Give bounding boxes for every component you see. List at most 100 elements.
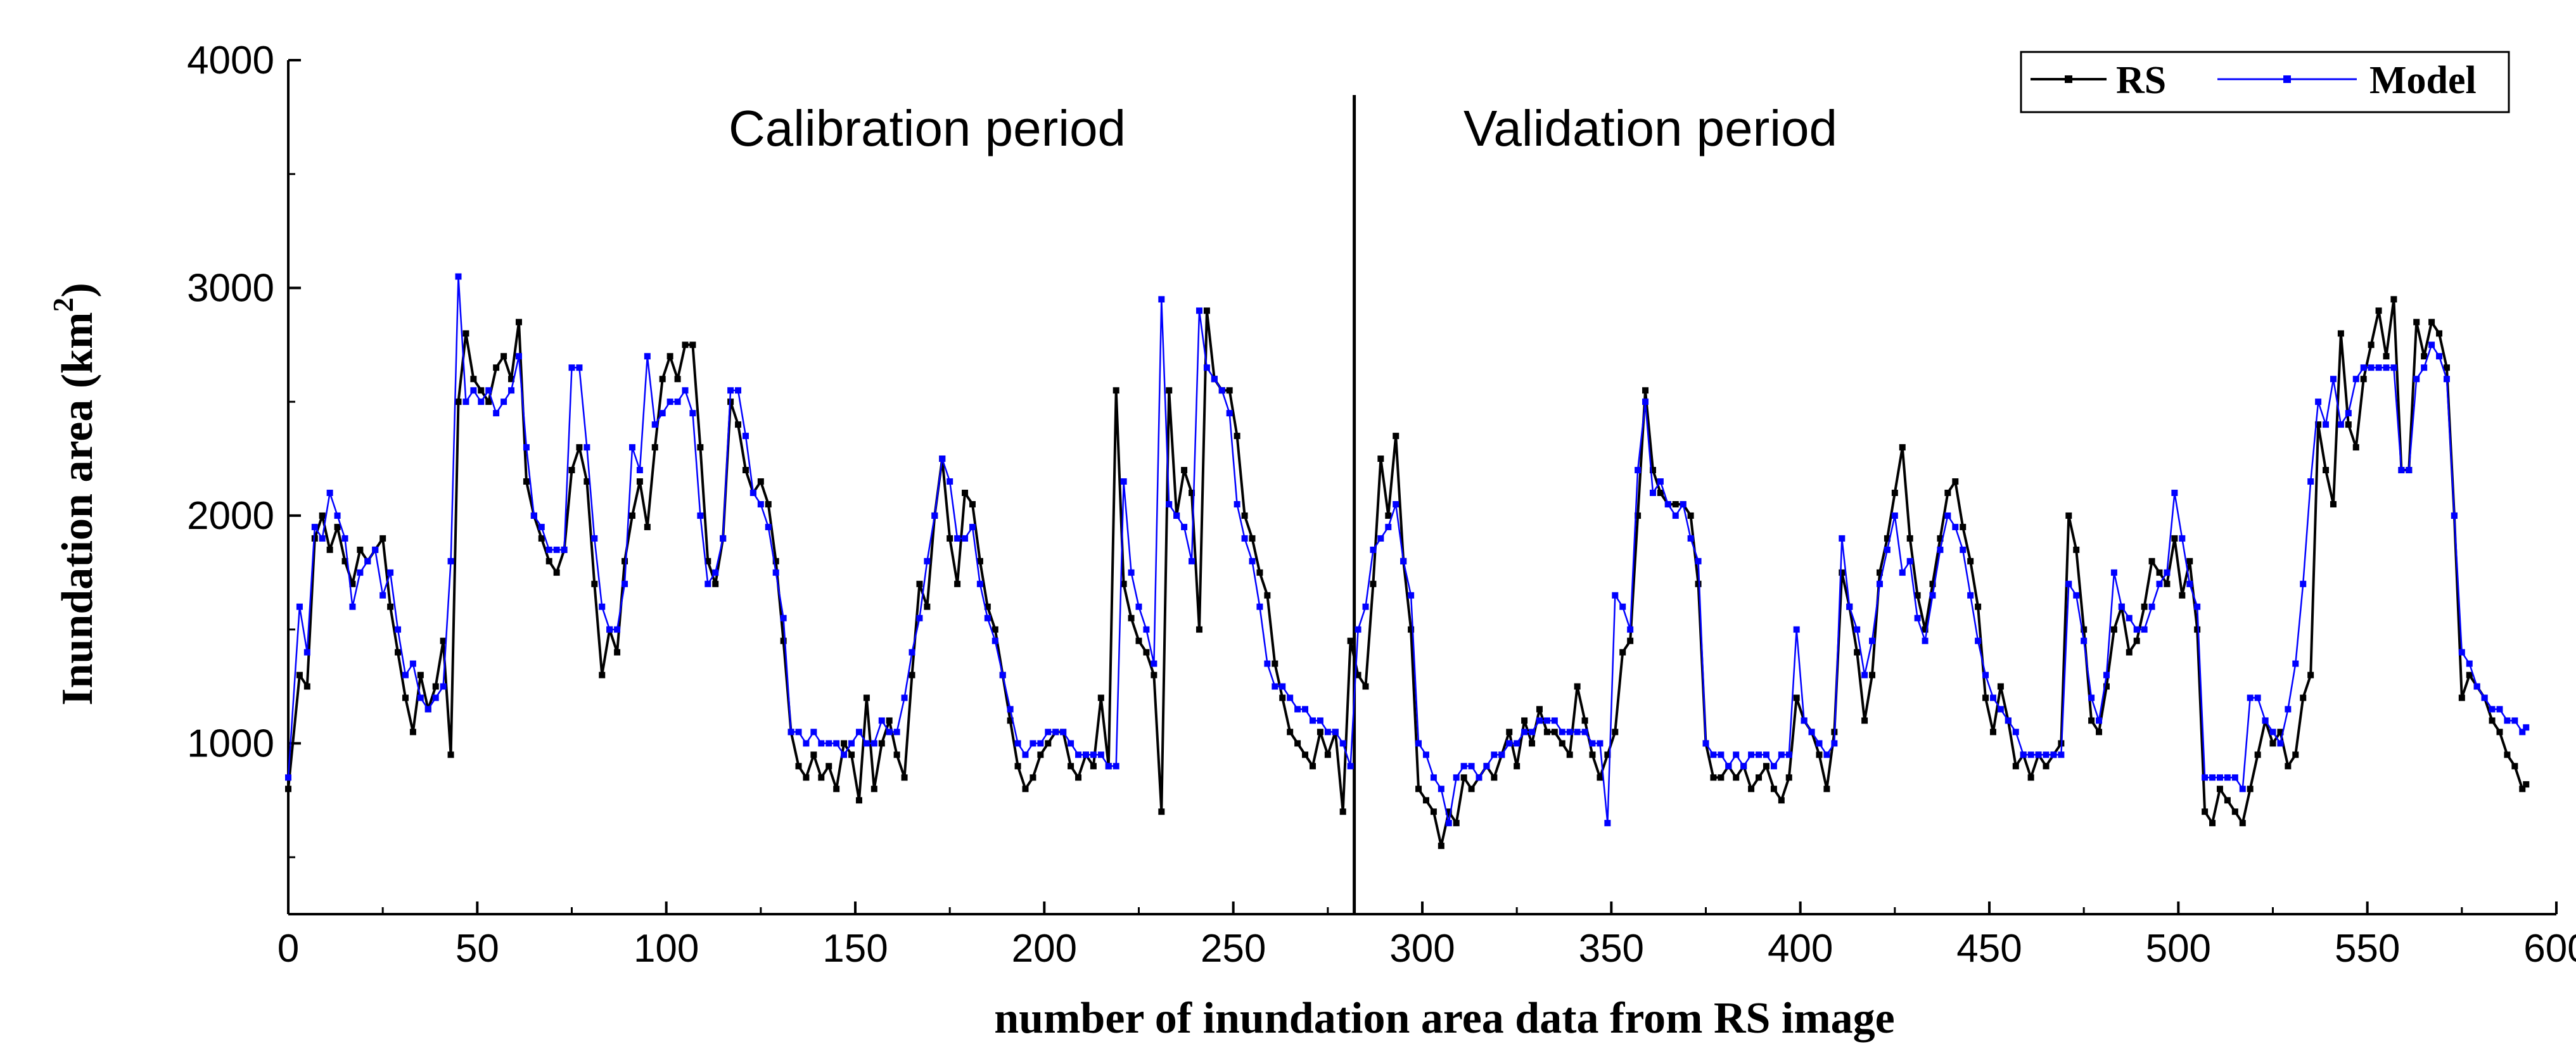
data-point-rs bbox=[1113, 387, 1119, 394]
data-point-rs bbox=[622, 557, 628, 564]
data-point-rs bbox=[818, 774, 825, 781]
data-point-rs bbox=[538, 535, 545, 542]
data-point-rs bbox=[583, 478, 590, 485]
x-tick-label: 400 bbox=[1768, 927, 1833, 971]
data-point-model bbox=[1460, 763, 1467, 770]
data-point-model bbox=[1899, 569, 1906, 576]
data-point-model bbox=[659, 410, 666, 417]
validation-period-label: Validation period bbox=[1463, 100, 1837, 156]
data-point-rs bbox=[2202, 808, 2209, 815]
data-point-rs bbox=[447, 751, 454, 758]
data-point-rs bbox=[1415, 786, 1422, 793]
data-point-model bbox=[2519, 729, 2526, 736]
data-point-rs bbox=[1960, 523, 1967, 530]
data-point-model bbox=[984, 615, 991, 621]
data-point-model bbox=[440, 683, 447, 690]
data-point-model bbox=[870, 740, 877, 747]
data-point-rs bbox=[1151, 672, 1157, 678]
data-point-rs bbox=[1642, 387, 1649, 394]
data-point-rs bbox=[478, 387, 485, 394]
data-point-rs bbox=[2254, 751, 2261, 758]
data-point-rs bbox=[455, 398, 462, 405]
data-point-model bbox=[1657, 478, 1664, 485]
legend-box bbox=[2020, 51, 2510, 113]
data-point-model bbox=[818, 740, 825, 747]
data-point-model bbox=[1891, 512, 1898, 519]
data-point-rs bbox=[1982, 694, 1989, 701]
data-point-rs bbox=[1097, 694, 1104, 701]
data-point-rs bbox=[1385, 512, 1392, 519]
data-point-model bbox=[780, 615, 787, 621]
data-point-model bbox=[2421, 364, 2428, 371]
data-point-rs bbox=[1317, 729, 1323, 736]
data-point-model bbox=[1597, 740, 1604, 747]
data-point-rs bbox=[1914, 592, 1921, 599]
data-point-model bbox=[2027, 751, 2034, 758]
data-point-rs bbox=[2277, 729, 2284, 736]
data-point-model bbox=[1408, 592, 1415, 599]
data-point-rs bbox=[893, 751, 900, 758]
data-point-model bbox=[2194, 603, 2201, 610]
data-point-rs bbox=[1521, 717, 1528, 724]
data-point-rs bbox=[916, 580, 923, 587]
data-point-model bbox=[1536, 717, 1543, 724]
data-point-model bbox=[2012, 729, 2019, 736]
data-point-model bbox=[1082, 751, 1089, 758]
data-point-rs bbox=[2345, 421, 2352, 428]
data-point-model bbox=[1241, 535, 1248, 542]
data-point-model bbox=[1445, 820, 1452, 827]
data-point-model bbox=[1914, 615, 1921, 621]
data-point-model bbox=[2315, 398, 2322, 405]
data-point-model bbox=[2413, 376, 2420, 383]
data-point-model bbox=[682, 387, 689, 394]
y-axis-ticks: 1000 2000 3000 4000 bbox=[187, 39, 301, 858]
data-point-rs bbox=[2466, 672, 2473, 678]
data-point-model bbox=[1884, 546, 1891, 553]
data-point-model bbox=[727, 387, 734, 394]
data-point-model bbox=[2511, 717, 2518, 724]
data-point-model bbox=[1090, 751, 1097, 758]
data-point-rs bbox=[878, 740, 885, 747]
data-point-model bbox=[1014, 740, 1021, 747]
data-point-rs bbox=[1324, 751, 1331, 758]
data-point-rs bbox=[1355, 672, 1361, 678]
data-point-model bbox=[508, 387, 515, 394]
data-point-model bbox=[372, 546, 379, 553]
data-point-rs bbox=[1022, 786, 1029, 793]
data-point-model bbox=[1831, 740, 1838, 747]
data-point-rs bbox=[2194, 626, 2201, 633]
data-point-rs bbox=[1090, 763, 1097, 770]
data-point-rs bbox=[947, 535, 953, 542]
data-point-model bbox=[583, 444, 590, 451]
data-point-model bbox=[1619, 603, 1626, 610]
data-point-rs bbox=[1045, 740, 1052, 747]
data-point-model bbox=[992, 637, 998, 644]
data-point-rs bbox=[855, 797, 862, 804]
data-point-model bbox=[1272, 683, 1278, 690]
data-point-model bbox=[1770, 763, 1777, 770]
data-point-model bbox=[2269, 729, 2276, 736]
data-point-rs bbox=[1014, 763, 1021, 770]
data-point-model bbox=[296, 603, 303, 610]
data-point-model bbox=[841, 751, 848, 758]
data-point-rs bbox=[2292, 751, 2299, 758]
data-point-rs bbox=[795, 763, 802, 770]
data-point-model bbox=[1438, 786, 1444, 793]
data-point-rs bbox=[924, 603, 931, 610]
data-point-rs bbox=[909, 672, 915, 678]
data-point-model bbox=[1400, 557, 1407, 564]
data-point-rs bbox=[636, 478, 643, 485]
data-point-model bbox=[1302, 706, 1309, 713]
data-point-rs bbox=[2511, 763, 2518, 770]
data-point-rs bbox=[409, 729, 416, 736]
data-point-model bbox=[1785, 751, 1792, 758]
data-point-rs bbox=[1438, 843, 1444, 850]
data-point-rs bbox=[285, 786, 291, 793]
data-point-rs bbox=[303, 683, 310, 690]
data-point-model bbox=[712, 569, 719, 576]
data-point-rs bbox=[1785, 774, 1792, 781]
data-point-model bbox=[2262, 717, 2269, 724]
data-point-rs bbox=[1944, 489, 1951, 496]
data-point-model bbox=[2383, 364, 2390, 371]
data-point-model bbox=[1748, 751, 1755, 758]
